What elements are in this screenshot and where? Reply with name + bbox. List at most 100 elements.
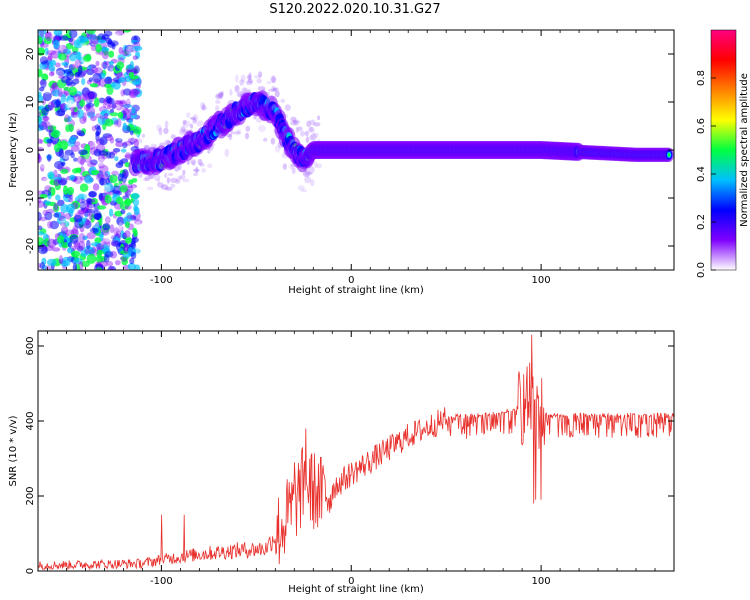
heat-cell bbox=[165, 187, 173, 191]
heat-cell bbox=[124, 44, 135, 53]
heat-cell bbox=[60, 93, 67, 103]
heat-cell bbox=[130, 251, 137, 260]
heat-cell bbox=[215, 105, 220, 112]
heat-cell bbox=[38, 211, 42, 222]
heat-cell bbox=[109, 174, 118, 184]
heat-cell bbox=[58, 255, 64, 265]
heat-cell bbox=[92, 221, 100, 229]
heat-cell bbox=[115, 137, 123, 143]
heat-cell bbox=[86, 30, 96, 35]
heat-cell bbox=[54, 70, 65, 77]
heat-cell bbox=[182, 120, 191, 128]
heat-cell bbox=[304, 171, 313, 176]
heat-cell bbox=[272, 87, 278, 91]
heat-cell bbox=[69, 234, 79, 244]
heat-cell bbox=[99, 177, 105, 186]
heat-cell bbox=[49, 220, 59, 230]
heat-cell bbox=[306, 120, 312, 128]
heat-cell bbox=[114, 156, 119, 162]
colorbar-ticks: 0.0 0.2 0.4 0.6 0.8 bbox=[696, 70, 716, 278]
heat-cell bbox=[128, 72, 135, 78]
heat-cell bbox=[122, 30, 132, 33]
heat-cell bbox=[127, 186, 137, 195]
heat-cell bbox=[290, 116, 297, 122]
heat-cell bbox=[166, 140, 172, 146]
heat-cell bbox=[95, 60, 100, 67]
heat-cell bbox=[55, 194, 61, 201]
heat-cell bbox=[38, 152, 41, 160]
heat-cell bbox=[80, 260, 91, 268]
heat-cell bbox=[38, 115, 43, 125]
heat-cell bbox=[78, 240, 86, 251]
heat-cell bbox=[50, 129, 61, 138]
x-tick-label: -100 bbox=[150, 576, 173, 587]
heat-cell bbox=[48, 71, 55, 77]
heat-cell bbox=[57, 87, 63, 98]
heat-cell bbox=[308, 135, 314, 141]
heat-cell bbox=[163, 127, 169, 134]
heat-cell bbox=[42, 115, 49, 122]
snr-axes: -100 0 100 0 200 400 600 bbox=[25, 331, 675, 587]
heat-cell bbox=[86, 106, 96, 117]
heat-cell bbox=[47, 53, 53, 62]
heat-cell bbox=[124, 204, 132, 210]
heat-cell bbox=[51, 82, 58, 90]
heat-cell bbox=[244, 132, 250, 140]
heat-cell bbox=[44, 31, 52, 39]
heat-cell bbox=[158, 127, 163, 136]
heat-cell bbox=[113, 32, 120, 38]
heat-cell bbox=[87, 111, 96, 119]
heat-cell bbox=[68, 86, 78, 96]
heat-cell bbox=[116, 61, 125, 70]
heat-cell bbox=[122, 122, 128, 131]
heat-cell bbox=[153, 174, 161, 181]
heat-cell bbox=[132, 227, 138, 234]
heat-cell bbox=[96, 125, 102, 136]
heat-cell bbox=[268, 88, 276, 92]
heat-cell bbox=[69, 136, 77, 142]
heat-cell bbox=[64, 149, 74, 156]
heat-cell bbox=[98, 192, 104, 201]
heat-cell bbox=[126, 45, 135, 55]
heat-cell bbox=[101, 49, 110, 60]
heat-cell bbox=[94, 242, 102, 247]
heat-cell bbox=[177, 163, 182, 171]
heat-cell bbox=[131, 80, 141, 86]
heat-cell bbox=[166, 177, 170, 184]
heat-cell bbox=[122, 232, 127, 240]
heat-cell bbox=[195, 166, 199, 174]
heat-cell bbox=[207, 149, 211, 154]
heat-cell bbox=[106, 261, 114, 267]
heat-cell bbox=[111, 43, 116, 50]
heat-cell bbox=[102, 99, 107, 109]
heat-cell bbox=[74, 71, 81, 78]
heat-cell bbox=[54, 160, 64, 170]
heat-cell bbox=[67, 37, 74, 42]
heat-cell bbox=[41, 107, 49, 116]
heat-cell bbox=[53, 202, 59, 211]
x-tick-label: 100 bbox=[532, 576, 551, 587]
heat-cell bbox=[57, 199, 65, 207]
heat-cell bbox=[88, 210, 94, 221]
heat-cell bbox=[124, 152, 132, 161]
snr-bg bbox=[38, 331, 674, 571]
heat-cell bbox=[77, 109, 84, 119]
heat-cell bbox=[144, 175, 151, 180]
heat-cell bbox=[59, 140, 69, 151]
heat-cell bbox=[95, 243, 105, 251]
heat-cell bbox=[43, 36, 52, 45]
heat-cell bbox=[215, 100, 221, 104]
heat-cell bbox=[87, 162, 97, 168]
heat-cell bbox=[60, 218, 69, 228]
heat-cell bbox=[297, 185, 305, 191]
heat-cell bbox=[104, 171, 111, 178]
heat-cell bbox=[99, 97, 105, 104]
heat-cell bbox=[117, 133, 123, 141]
heat-cell bbox=[63, 104, 72, 111]
heat-cell bbox=[141, 133, 145, 138]
heat-cell bbox=[201, 105, 207, 111]
heat-cell bbox=[258, 125, 266, 132]
heat-cell bbox=[47, 154, 52, 162]
heat-cell bbox=[119, 250, 129, 255]
heat-cell bbox=[78, 149, 88, 156]
